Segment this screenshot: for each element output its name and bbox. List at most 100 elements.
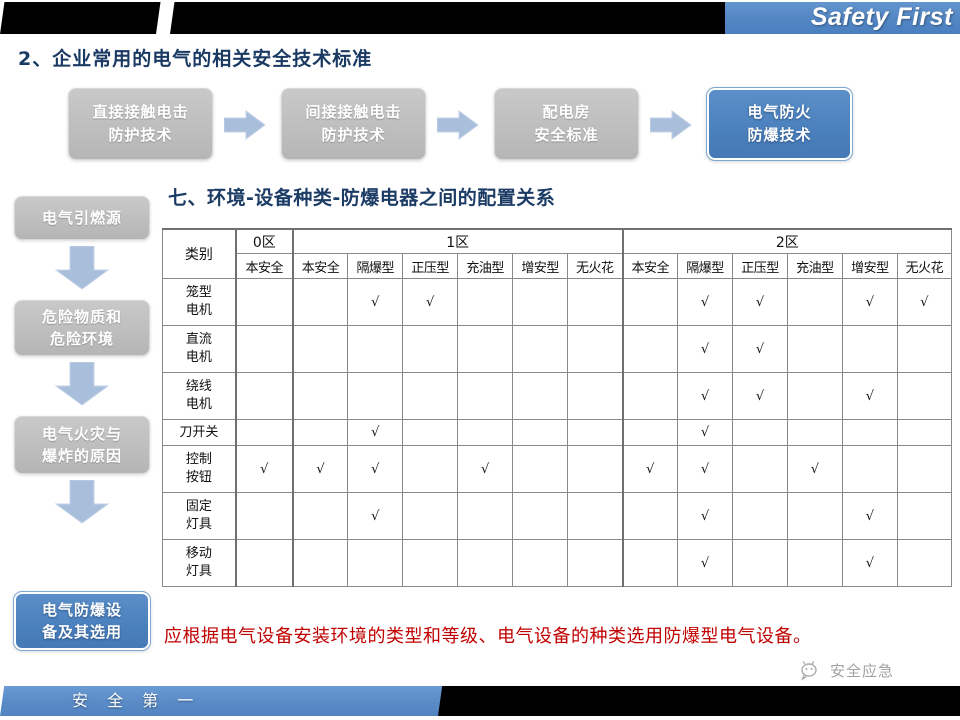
sidebar-item-hazardous-material[interactable]: 危险物质和 危险环境	[14, 300, 150, 356]
row-label: 刀开关	[161, 419, 237, 446]
cell	[731, 445, 788, 493]
cell: √	[677, 419, 733, 446]
col-header-9: 正压型	[731, 253, 788, 279]
flow-step-3[interactable]: 配电房 安全标准	[494, 88, 639, 160]
cell: √	[731, 278, 788, 326]
cell	[234, 419, 294, 446]
cell	[731, 539, 788, 587]
flow-step-4-active[interactable]: 电气防火 防爆技术	[706, 87, 853, 161]
flow-step-3-line2: 安全标准	[534, 126, 599, 144]
sidebar-item-1-line1: 电气引燃源	[41, 208, 122, 227]
cell: √	[841, 492, 898, 540]
cell	[621, 278, 679, 326]
zone-header-2: 2区	[621, 228, 952, 254]
arrow-right-icon	[223, 110, 266, 140]
row-label-line1: 绕线	[185, 379, 212, 395]
cell: √	[841, 278, 898, 326]
cell	[347, 539, 404, 587]
cell	[347, 372, 404, 420]
table-row: 固定 灯具 √ √ √	[161, 492, 953, 540]
row-label: 笼型 电机	[161, 278, 237, 326]
sidebar-item-ignition-source[interactable]: 电气引燃源	[14, 196, 150, 240]
col-header-0: 本安全	[234, 253, 294, 279]
cell	[512, 278, 569, 326]
cell	[786, 372, 843, 420]
flow-step-2[interactable]: 间接接触电击 防护技术	[281, 88, 426, 160]
cell	[567, 372, 624, 420]
footer-blue-segment	[0, 686, 455, 716]
arrow-down-icon	[54, 479, 110, 524]
cell	[402, 539, 459, 587]
col-header-12: 无火花	[896, 253, 953, 279]
arrow-down-icon	[54, 245, 110, 290]
cell	[896, 325, 953, 373]
cell	[457, 372, 514, 420]
sidebar-item-explosion-proof-equipment-active[interactable]: 电气防爆设 备及其选用	[13, 591, 151, 651]
footer-banner: 安 全 第 一	[0, 686, 960, 720]
sidebar-item-fire-explosion-cause[interactable]: 电气火灾与 爆炸的原因	[14, 416, 150, 474]
banner-black-segment-left	[0, 2, 161, 34]
top-flow-diagram: 直接接触电击 防护技术 间接接触电击 防护技术 配电房 安全标准 电气防火 防爆…	[68, 87, 948, 164]
row-label-line2: 按钮	[185, 470, 212, 485]
flow-step-1[interactable]: 直接接触电击 防护技术	[68, 88, 213, 160]
cell	[786, 539, 843, 587]
cell	[234, 325, 294, 373]
cell: √	[677, 492, 733, 540]
cell	[457, 325, 514, 373]
cell	[786, 419, 843, 446]
row-label-line1: 直流	[185, 332, 212, 348]
cell	[567, 539, 624, 587]
cell	[841, 325, 898, 373]
sidebar-item-2-line1: 危险物质和	[41, 307, 122, 326]
slide-heading: 2、企业常用的电气的相关安全技术标准	[18, 48, 373, 70]
col-header-3: 正压型	[402, 253, 459, 279]
row-label-line2: 灯具	[185, 564, 212, 579]
row-label-line2: 电机	[185, 350, 212, 365]
table-row: 控制 按钮 √ √ √ √ √ √ √	[161, 445, 953, 493]
brand-title: Safety First	[810, 3, 953, 31]
arrow-right-icon	[649, 110, 692, 140]
cell	[512, 539, 569, 587]
sidebar-item-4-line1: 电气防爆设	[41, 600, 122, 619]
row-label: 固定 灯具	[161, 492, 237, 540]
cell	[896, 445, 953, 493]
cell	[291, 372, 349, 420]
cell: √	[347, 445, 404, 493]
flow-step-2-line1: 间接接触电击	[305, 102, 402, 121]
flow-step-1-line2: 防护技术	[108, 126, 173, 144]
cell	[291, 278, 349, 326]
banner-black-segment-right	[170, 2, 730, 34]
cell: √	[347, 278, 404, 326]
configuration-matrix-table: 类别 0区 1区 2区 本安全 本安全 隔爆型 正压型 充油型 增安型 无火花 …	[161, 228, 953, 587]
cell	[786, 278, 843, 326]
footer-text: 安 全 第 一	[72, 691, 201, 710]
cell: √	[841, 539, 898, 587]
cell: √	[786, 445, 843, 493]
flow-step-4-line1: 电气防火	[747, 102, 812, 121]
zone-header-1: 1区	[291, 228, 624, 254]
cell	[402, 372, 459, 420]
cell: √	[896, 278, 953, 326]
table-row: 笼型 电机 √ √ √ √ √ √	[161, 278, 953, 326]
row-label-line1: 固定	[185, 499, 212, 515]
zone-header-0: 0区	[234, 228, 294, 254]
sidebar-item-3-line2: 爆炸的原因	[41, 447, 122, 465]
cell	[567, 445, 624, 493]
cell	[512, 445, 569, 493]
cell	[402, 445, 459, 493]
cell	[291, 539, 349, 587]
row-label: 控制 按钮	[161, 445, 237, 493]
col-header-5: 增安型	[512, 253, 569, 279]
row-label-line2: 电机	[185, 397, 212, 412]
banner-blue-segment	[725, 2, 960, 34]
cell: √	[677, 372, 733, 420]
table-row: 移动 灯具 √ √	[161, 539, 953, 587]
col-header-10: 充油型	[786, 253, 843, 279]
cell	[457, 492, 514, 540]
cell	[896, 539, 953, 587]
cell: √	[457, 445, 514, 493]
table-corner-label: 类别	[161, 228, 237, 279]
sidebar-flow-diagram: 电气引燃源 危险物质和 危险环境 电气火灾与 爆炸的原因 电气防爆设 备及其选用	[13, 196, 154, 666]
cell: √	[291, 445, 349, 493]
cell: √	[677, 278, 733, 326]
